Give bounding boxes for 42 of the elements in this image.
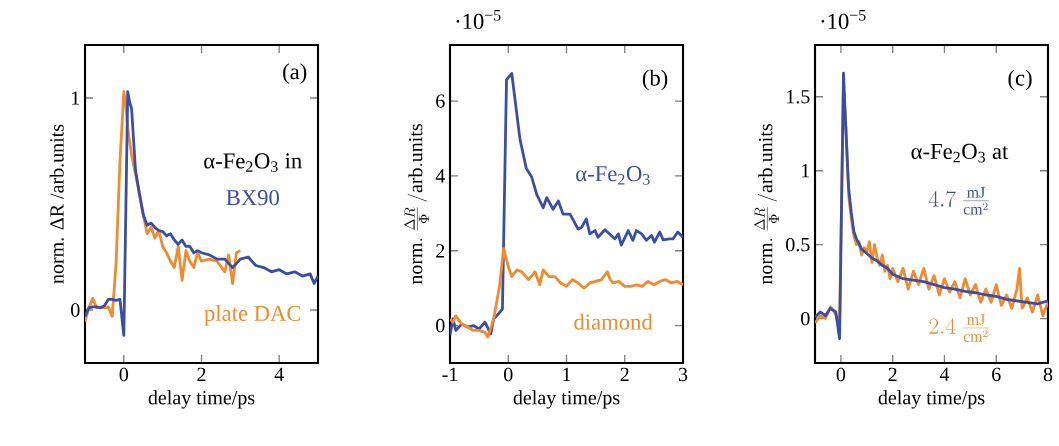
series-label: α-Fe$_{2}$O$_{3}$ <box>576 166 650 185</box>
y-tick-label: 0 <box>436 318 445 333</box>
x-tick-label: 2 <box>620 367 629 381</box>
x-tick-label: 0 <box>504 367 513 382</box>
x-tick-label: 6 <box>992 367 1001 382</box>
annotation: (c) <box>1008 69 1032 91</box>
x-tick-label: 0 <box>119 367 129 382</box>
x-tick-label: 0 <box>836 367 846 382</box>
annotation: α-Fe$_{2}$O$_{3}$ in <box>204 153 302 172</box>
y-axis-title: norm. ΔR /arb.units <box>49 124 64 284</box>
y-tick-label: 6 <box>436 94 445 108</box>
text: BX90 <box>226 189 279 206</box>
y-tick-label: 1 <box>802 164 810 178</box>
x-tick-label: 8 <box>1043 367 1053 382</box>
y-tick-label: 1.5 <box>787 90 810 104</box>
annotation: $2.4\ \frac{\mathrm{mJ}}{\mathrm{cm}^{2}}$ <box>929 314 989 342</box>
line-series <box>85 90 318 337</box>
line-series <box>450 247 684 339</box>
annotation: (b) <box>642 69 668 91</box>
y-axis-title: $\mathrm{norm.}\ \frac{\Delta R}{\Phi}\,/\mathrm{arb.units}$ <box>754 124 779 285</box>
y-tick-label: 2 <box>436 244 445 258</box>
y-tick-label: 0 <box>801 311 810 326</box>
text: ·10$^{−5}$ <box>456 10 501 30</box>
x-axis-title: delay time/ps <box>878 390 985 409</box>
x-tick-label: 1 <box>563 367 571 381</box>
x-tick-label: 2 <box>197 367 206 381</box>
x-tick-label: -1 <box>442 367 458 381</box>
series-label: diamond <box>574 313 653 330</box>
x-tick-label: 4 <box>274 367 284 381</box>
x-axis-title: delay time/ps <box>513 390 620 409</box>
annotation: $4.7\ \frac{\mathrm{mJ}}{\mathrm{cm}^{2}}$ <box>928 187 989 215</box>
x-tick-label: 2 <box>888 367 897 381</box>
series-label: plate DAC <box>204 305 301 326</box>
y-tick-label: 4 <box>435 169 445 183</box>
y-axis-title: $\mathrm{norm.}\ \frac{\Delta R}{\Phi}\,/\mathrm{arb.units}$ <box>404 124 429 285</box>
annotation: α-Fe$_{2}$O$_{3}$ at <box>911 143 1009 163</box>
y-tick-label: 0.5 <box>786 237 810 252</box>
x-axis-title: delay time/ps <box>148 390 255 409</box>
x-tick-label: 4 <box>939 367 950 381</box>
text: ·10$^{−5}$ <box>821 10 866 30</box>
annotation: (a) <box>283 63 307 84</box>
x-tick-label: 3 <box>678 367 688 382</box>
